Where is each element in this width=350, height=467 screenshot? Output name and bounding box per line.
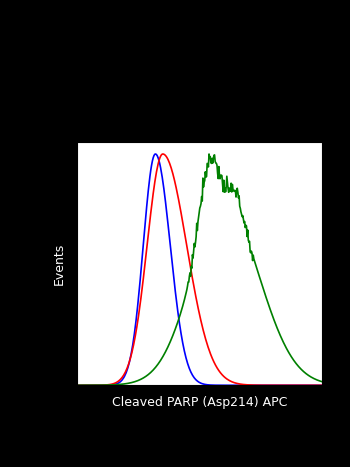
X-axis label: Cleaved PARP (Asp214) APC: Cleaved PARP (Asp214) APC [112,396,287,410]
Y-axis label: Events: Events [53,243,66,285]
